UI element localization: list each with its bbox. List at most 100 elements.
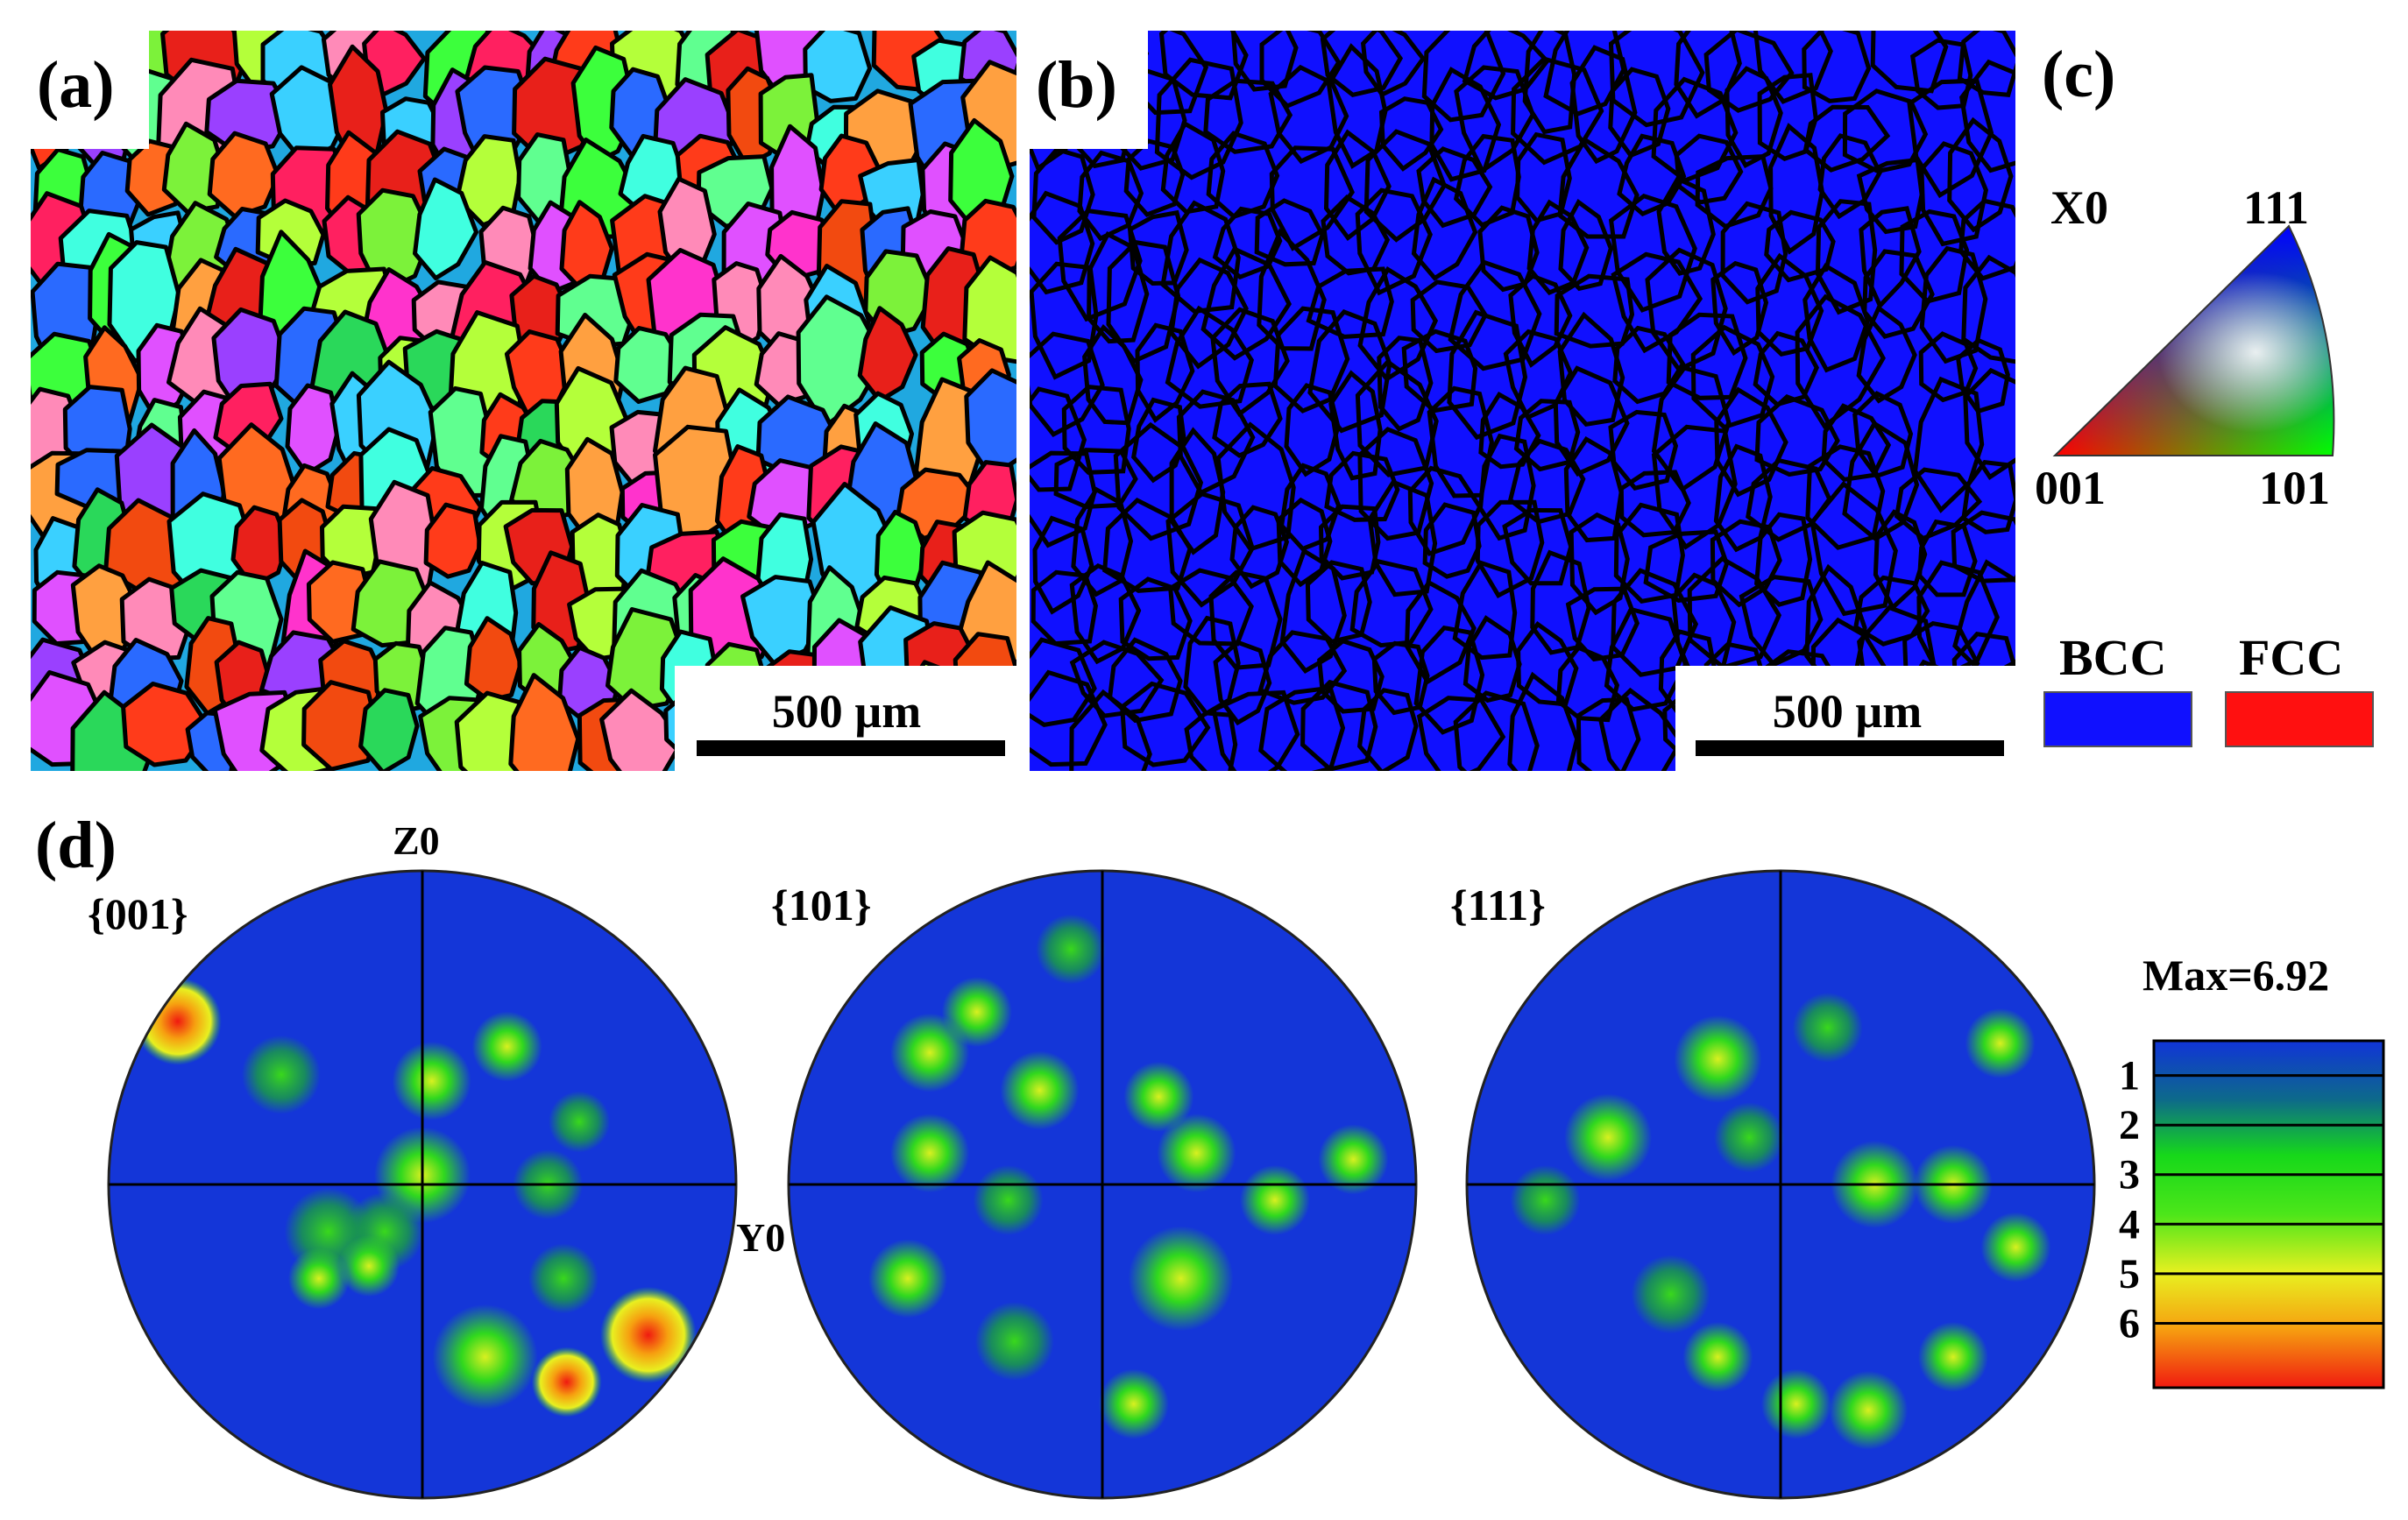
grain <box>320 504 382 581</box>
grain-boundary <box>1674 31 1742 119</box>
intensity-spot <box>1674 1015 1762 1103</box>
grain-boundary <box>1611 568 1699 677</box>
grain-boundary <box>1618 470 1691 538</box>
grain-boundary <box>1873 509 1928 612</box>
grain-boundary <box>1077 150 1144 242</box>
intensity-spot <box>1829 1370 1909 1450</box>
grain-boundary <box>1165 491 1255 608</box>
grain-boundary <box>1558 198 1613 292</box>
grain-boundary <box>1053 448 1138 510</box>
colorbar-tick-label: 1 <box>2119 1053 2140 1099</box>
grain-boundary <box>1453 133 1521 228</box>
grain-boundary <box>1184 711 1238 771</box>
grain <box>301 680 379 771</box>
grain-boundary <box>1454 65 1535 174</box>
grain-boundary <box>1210 307 1290 417</box>
ipf-color-triangle <box>2052 224 2335 456</box>
grain-boundary <box>1030 669 1108 767</box>
grain-boundary <box>1324 450 1400 522</box>
grain-boundary <box>1553 365 1630 477</box>
intensity-spot <box>432 1304 538 1410</box>
intensity-spot <box>1157 1113 1236 1193</box>
grain-boundary <box>1714 386 1788 498</box>
panel-label-d: (d) <box>35 809 117 882</box>
intensity-spot <box>1123 1061 1194 1132</box>
grain-boundary <box>1795 293 1886 429</box>
grain-boundary <box>1720 201 1788 305</box>
intensity-spot <box>1917 1321 1988 1392</box>
grain-boundary <box>1272 306 1350 414</box>
grain <box>358 688 420 771</box>
grain-boundary <box>1206 131 1280 220</box>
grain-boundary <box>1200 246 1292 361</box>
grain-boundary <box>1666 312 1748 400</box>
grain-boundary <box>1357 266 1439 382</box>
ipf-corner-111: 111 <box>2243 181 2309 234</box>
grain <box>230 505 290 589</box>
grain-boundary <box>1113 421 1204 541</box>
grain-boundary <box>1229 505 1290 590</box>
grain-boundary <box>1651 365 1732 492</box>
pole-figure-label-001: {001} <box>88 889 188 938</box>
grain-boundary <box>1154 57 1243 180</box>
grain-boundary <box>1852 391 1914 479</box>
intensity-spot <box>1318 1124 1389 1195</box>
intensity-spot <box>1128 1226 1234 1332</box>
phase-legend-label-bcc: BCC <box>2059 629 2166 686</box>
intensity-spot <box>1792 993 1863 1063</box>
grain-boundary <box>1530 549 1591 655</box>
ipf-corner-101: 101 <box>2259 462 2330 514</box>
grain-boundary <box>1057 208 1143 322</box>
grain-boundary <box>1448 259 1542 371</box>
grain-boundary <box>1569 45 1638 165</box>
grain-boundary <box>1907 78 1994 199</box>
panel-label-c: (c) <box>2042 38 2115 111</box>
grain-boundary <box>1355 358 1439 477</box>
grain-boundary <box>1462 31 1550 101</box>
grain-boundary <box>1959 59 2015 173</box>
panel-b: (b) 500 µm <box>1030 31 2019 773</box>
grain-boundary <box>1554 273 1635 349</box>
intensity-spot <box>1239 1164 1310 1235</box>
grain-boundary <box>1768 123 1824 255</box>
grain-boundary <box>1463 615 1522 703</box>
grain <box>285 383 342 477</box>
grain <box>356 187 434 295</box>
grain-boundary <box>1557 136 1640 239</box>
intensity-spot <box>1564 1093 1653 1182</box>
intensity-spot <box>941 977 1012 1048</box>
colorbar-tick-label: 6 <box>2119 1301 2140 1347</box>
grain-boundary <box>1411 176 1478 281</box>
grain <box>428 385 495 498</box>
colorbar-tick-label: 3 <box>2119 1152 2140 1198</box>
colorbar-tick-label: 4 <box>2119 1201 2140 1248</box>
grain-boundary <box>1212 381 1283 458</box>
grain-boundary <box>1503 329 1574 421</box>
intensity-spot <box>471 1011 542 1082</box>
grain-boundary <box>1565 586 1640 662</box>
intensity-spot <box>868 1239 947 1319</box>
grain-boundary <box>1612 325 1686 405</box>
pole-figure-101 <box>787 869 1418 1500</box>
grain-boundary <box>1422 502 1482 579</box>
scale-bar-label-b: 500 µm <box>1773 685 1923 738</box>
grain-boundary <box>1604 606 1689 712</box>
intensity-spot <box>1510 1164 1581 1235</box>
grain-boundary <box>1107 637 1183 724</box>
grain-boundary <box>1318 504 1381 581</box>
grain <box>796 294 887 428</box>
grain-boundary <box>1069 640 1165 718</box>
grain-boundary <box>1899 209 1970 304</box>
panel-a: (a) 500 µm <box>31 31 1018 773</box>
grain-boundary <box>1710 519 1782 608</box>
grain <box>121 682 211 767</box>
phase-legend-swatch-bcc <box>2043 691 2192 747</box>
grain <box>413 177 478 280</box>
ipf-axis-label: X0 <box>2050 181 2108 234</box>
grain-boundary <box>1421 31 1506 123</box>
panel-c: (c) X0 111 001 101 BCC FCC <box>2035 38 2374 747</box>
grain <box>207 131 280 219</box>
grain-boundary <box>1452 560 1518 661</box>
grain-boundary <box>1069 562 1142 665</box>
phase-legend-label-fcc: FCC <box>2239 629 2343 686</box>
